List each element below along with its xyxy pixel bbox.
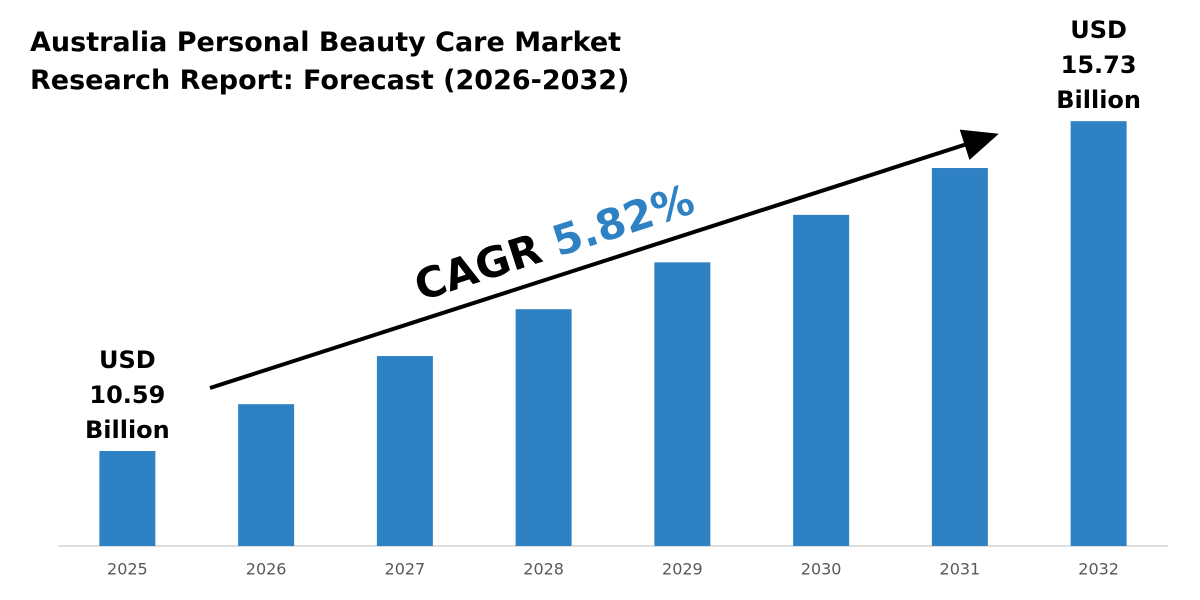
x-tick-label: 2025	[107, 560, 148, 579]
trend-arrow	[209, 129, 999, 390]
value-label: USD 10.59 Billion	[85, 346, 170, 444]
chart-title: Australia Personal Beauty Care Market Re…	[30, 27, 630, 96]
bar	[376, 356, 433, 546]
bar	[99, 451, 156, 546]
x-tick-label: 2028	[523, 560, 564, 579]
bar	[515, 309, 572, 546]
bar	[238, 404, 295, 546]
bar	[931, 168, 988, 546]
x-tick-label: 2026	[246, 560, 287, 579]
x-tick-label: 2032	[1078, 560, 1119, 579]
bar	[654, 262, 711, 546]
x-tick-label: 2030	[801, 560, 842, 579]
value-label: USD 15.73 Billion	[1056, 16, 1141, 114]
x-tick-label: 2031	[940, 560, 981, 579]
bar	[1070, 121, 1127, 546]
bar	[793, 214, 850, 546]
cagr-label: CAGR	[408, 223, 547, 310]
x-tick-label: 2029	[662, 560, 703, 579]
cagr-value: 5.82%	[546, 174, 700, 265]
x-tick-label: 2027	[385, 560, 426, 579]
